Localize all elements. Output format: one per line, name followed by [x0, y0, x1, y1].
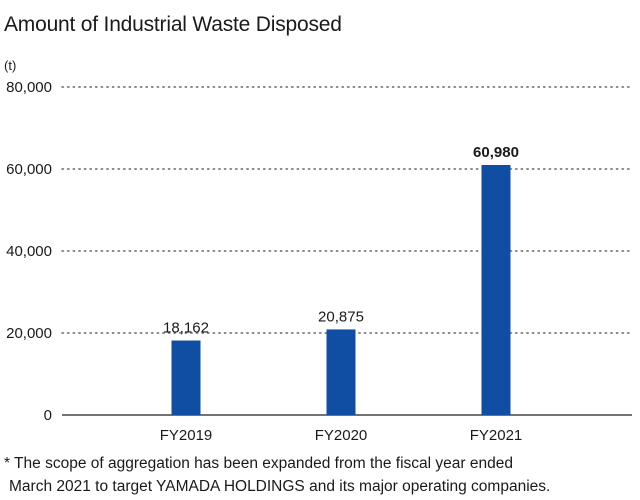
bar	[481, 164, 511, 415]
footnote-line-2: March 2021 to target YAMADA HOLDINGS and…	[9, 478, 551, 495]
y-tick-label: 20,000	[6, 325, 52, 342]
y-tick-label: 60,000	[6, 161, 52, 178]
x-tick-label: FY2021	[470, 427, 523, 444]
x-tick-label: FY2020	[315, 427, 368, 444]
bar	[326, 329, 356, 415]
y-tick-label: 0	[44, 407, 52, 424]
y-axis-unit-label: (t)	[4, 58, 17, 73]
y-tick-label: 80,000	[6, 79, 52, 96]
data-label: 60,980	[473, 144, 519, 161]
data-label: 18,162	[163, 320, 209, 337]
y-tick-label: 40,000	[6, 243, 52, 260]
bar	[171, 340, 201, 415]
data-label: 20,875	[318, 308, 364, 325]
x-tick-label: FY2019	[160, 427, 213, 444]
chart-title: Amount of Industrial Waste Disposed	[4, 13, 342, 36]
footnote: * The scope of aggregation has been expa…	[4, 452, 550, 498]
footnote-line-1: * The scope of aggregation has been expa…	[4, 455, 513, 472]
